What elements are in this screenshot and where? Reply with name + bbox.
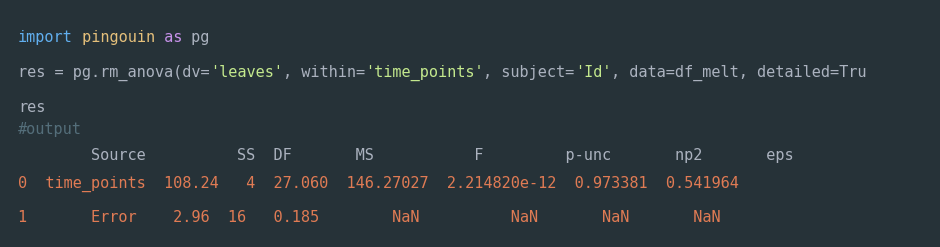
Text: 0  time_points  108.24   4  27.060  146.27027  2.214820e-12  0.973381  0.541964: 0 time_points 108.24 4 27.060 146.27027 … (18, 176, 739, 192)
Text: import: import (18, 30, 72, 45)
Text: res = pg.rm_anova(dv=: res = pg.rm_anova(dv= (18, 65, 210, 81)
Text: , within=: , within= (283, 65, 365, 80)
Text: 'time_points': 'time_points' (365, 65, 483, 81)
Text: 'leaves': 'leaves' (210, 65, 283, 80)
Text: pg: pg (182, 30, 210, 45)
Text: #output: #output (18, 122, 82, 137)
Text: , subject=: , subject= (483, 65, 574, 80)
Text: res: res (18, 100, 45, 115)
Text: 1       Error    2.96  16   0.185        NaN          NaN       NaN       NaN: 1 Error 2.96 16 0.185 NaN NaN NaN NaN (18, 210, 721, 225)
Text: 'Id': 'Id' (574, 65, 611, 80)
Text: pingouin: pingouin (72, 30, 155, 45)
Text: as: as (155, 30, 182, 45)
Text: Source          SS  DF       MS           F         p-unc       np2       eps: Source SS DF MS F p-unc np2 eps (18, 148, 793, 163)
Text: , data=df_melt, detailed=Tru: , data=df_melt, detailed=Tru (611, 65, 867, 81)
